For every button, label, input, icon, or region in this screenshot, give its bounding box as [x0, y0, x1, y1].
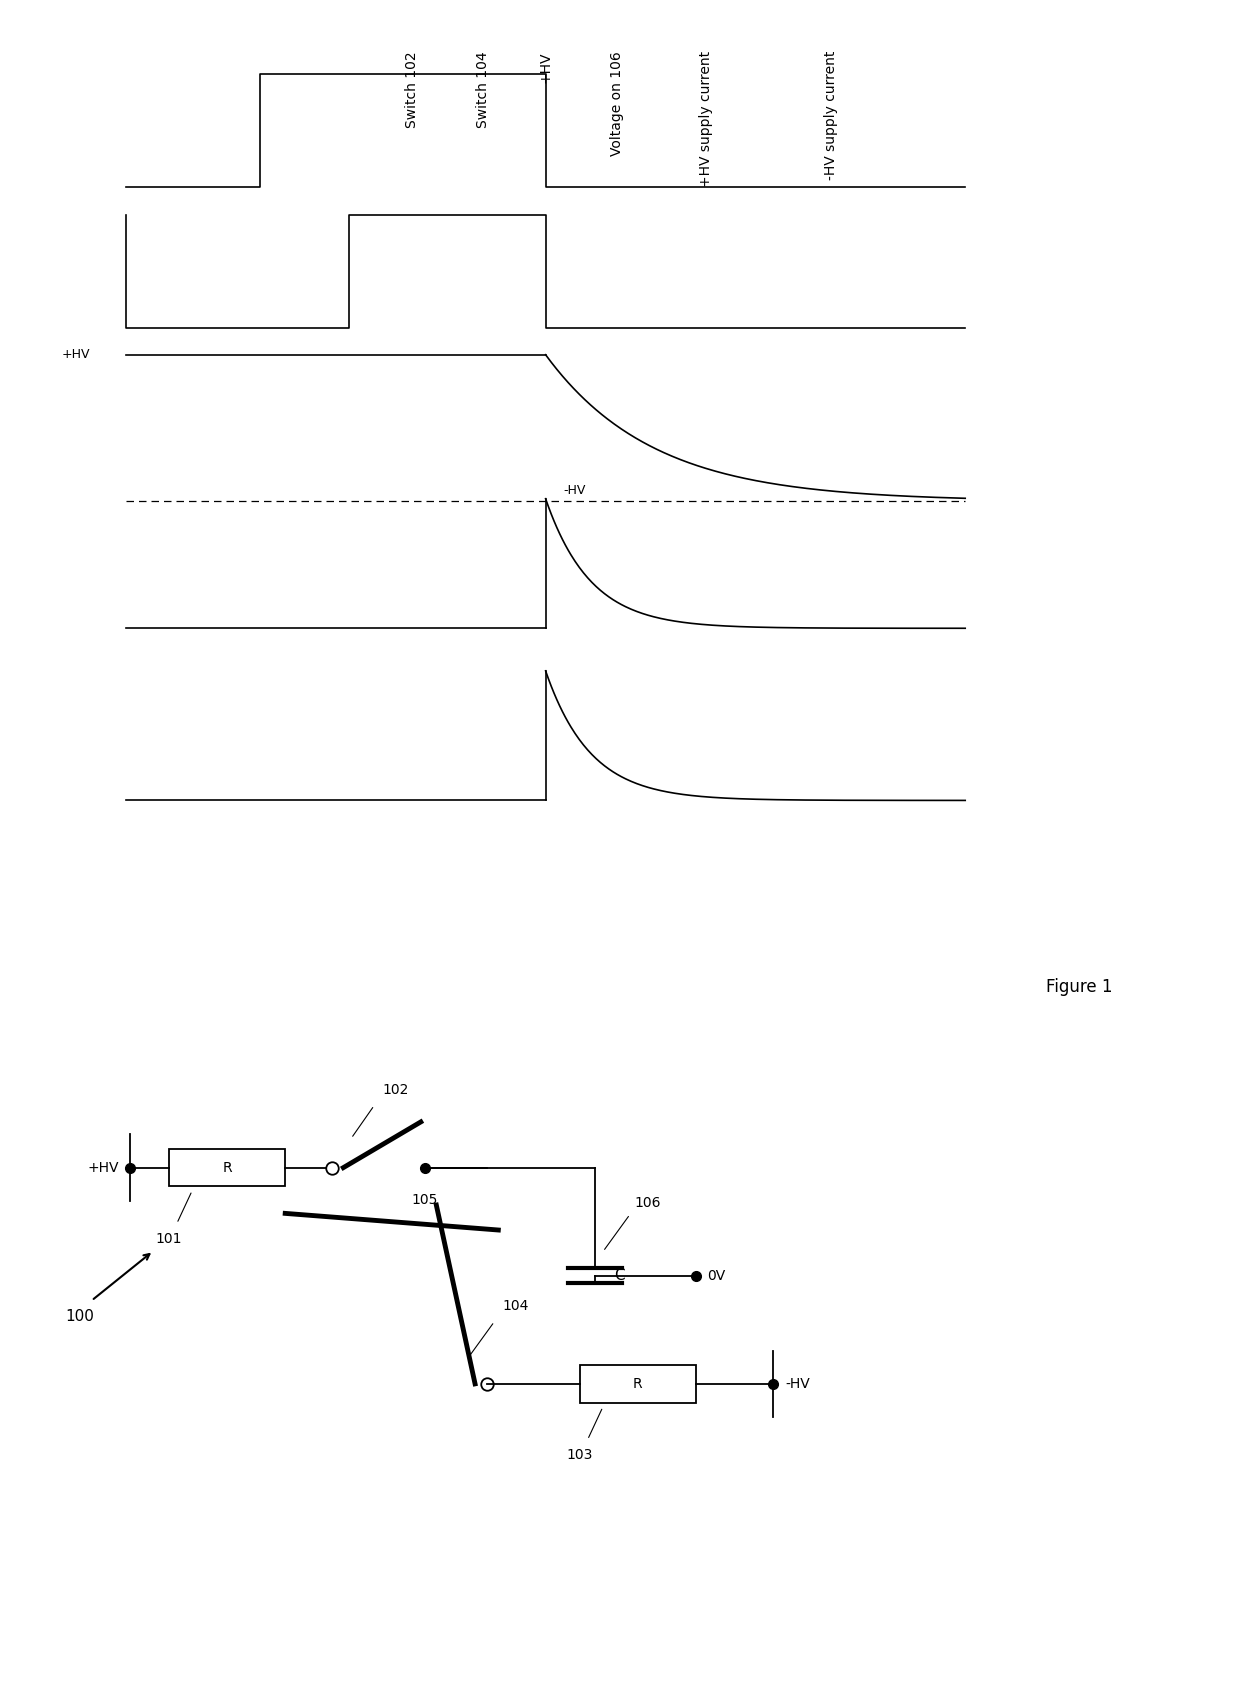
- Text: 101: 101: [156, 1232, 182, 1247]
- Text: 103: 103: [567, 1448, 593, 1463]
- Text: +HV: +HV: [87, 1160, 119, 1175]
- Text: Switch 104: Switch 104: [476, 51, 490, 128]
- Text: +HV: +HV: [538, 51, 553, 83]
- Text: Switch 102: Switch 102: [404, 51, 419, 128]
- Text: Figure 1: Figure 1: [1045, 978, 1112, 995]
- Bar: [169, 1148, 285, 1186]
- Bar: [580, 1366, 696, 1403]
- Text: +HV supply current: +HV supply current: [699, 51, 713, 187]
- Text: +HV: +HV: [62, 349, 91, 361]
- Text: -HV: -HV: [563, 483, 585, 497]
- Text: 104: 104: [502, 1300, 528, 1313]
- Text: 106: 106: [634, 1196, 661, 1209]
- Text: 102: 102: [382, 1084, 408, 1097]
- Text: -HV supply current: -HV supply current: [825, 51, 838, 180]
- Text: C: C: [615, 1269, 625, 1283]
- Text: 105: 105: [412, 1192, 438, 1206]
- Text: -HV: -HV: [785, 1376, 810, 1391]
- Text: R: R: [222, 1160, 232, 1175]
- Text: 0V: 0V: [708, 1269, 725, 1283]
- Text: R: R: [632, 1376, 642, 1391]
- Text: Voltage on 106: Voltage on 106: [610, 51, 624, 156]
- Text: 100: 100: [66, 1310, 94, 1323]
